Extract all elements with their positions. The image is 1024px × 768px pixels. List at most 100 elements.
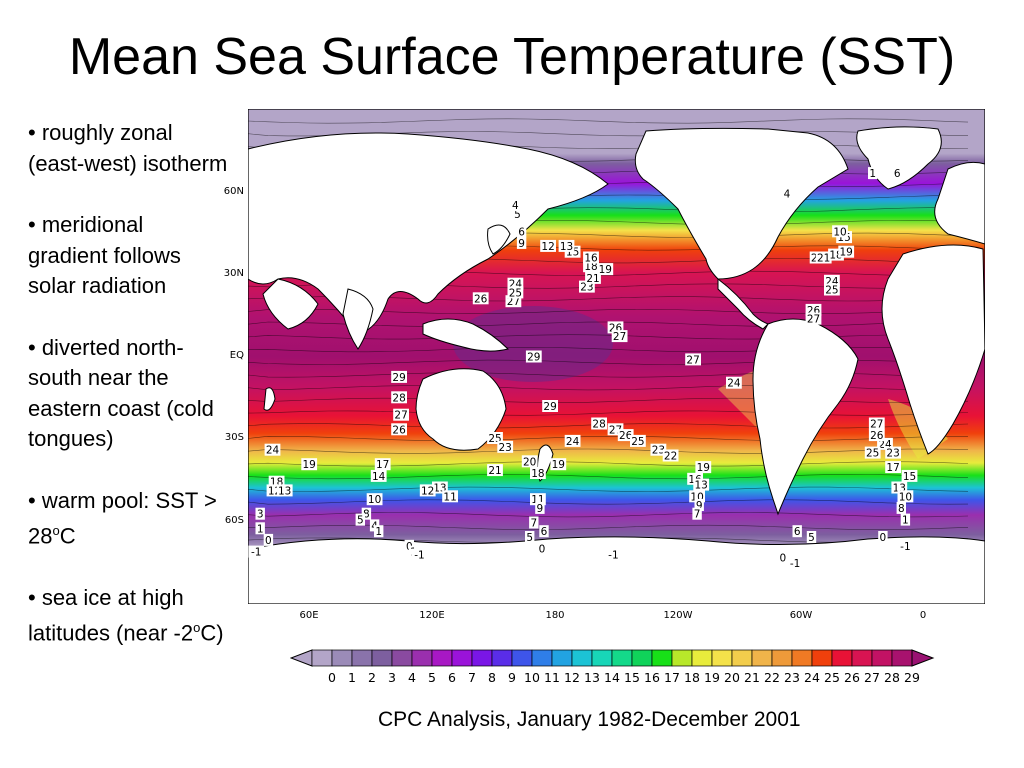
contour-value-label: 6 [894,168,901,180]
contour-label-box [892,167,902,180]
contour-value-label: 19 [697,462,710,474]
colorbar-segment [471,649,493,667]
contour-label-box [525,531,535,543]
colorbar-segment [731,649,753,667]
contour-value-label: 26 [870,430,884,442]
contour-value-label: 5 [357,515,364,527]
contour-label-box [255,507,265,520]
contour-label-box [805,312,822,325]
contour-value-label: 25 [866,448,879,460]
bullet-warm-pool: • warm pool: SST > 28oC [28,486,228,552]
contour-label-box [535,501,545,514]
contour-value-label: 18 [584,261,597,273]
contour-label-box [897,490,914,503]
contour-value-label: 13 [560,241,573,253]
contour-value-label: 23 [886,448,899,460]
lat-label-30s: 30S [224,432,244,443]
contour-value-label: 23 [499,442,512,454]
contour-label-box [806,531,817,543]
contour-label-box [693,478,710,491]
colorbar-segment [311,649,333,667]
colorbar-segment [811,649,833,667]
colorbar-segment [891,649,913,667]
contour-value-label: 3 [257,509,264,521]
india [342,288,374,350]
contour-label-box [726,376,742,389]
contour-label-box [525,350,542,363]
colorbar-segment [831,649,853,667]
contour-value-label: 9 [696,500,703,512]
contour-value-label: 10 [368,494,381,506]
colorbar-tick-label: 21 [744,670,760,685]
contour-value-label: 12 [541,241,554,253]
contour-value-label: 4 [784,188,791,200]
bullet-zonal-isotherm: • roughly zonal (east-west) isotherm [28,120,228,176]
colorbar-segment [771,649,793,667]
contour-label-box [611,330,628,343]
lat-label-eq: EQ [229,350,244,361]
colorbar-tick-label: 4 [408,670,416,685]
contour-label-box [497,440,514,453]
bullet-meridional-gradient: • meridional gradient follows solar radi… [28,212,181,298]
contour-label-box [685,353,701,366]
colorbar-segment [351,649,373,667]
colorbar-tick-label: 15 [624,670,640,685]
contour-label-box [792,525,802,538]
colorbar-tick-label: 19 [704,670,720,685]
colorbar-tick-label: 20 [724,670,740,685]
contour-value-label: 24 [266,445,280,457]
degree-superscript: o [193,620,201,636]
isotherm-line [248,486,969,492]
colorbar-tick-label: 26 [844,670,860,685]
contour-label-box [540,239,556,252]
europe [934,161,985,245]
lon-label-0: 0 [919,610,927,621]
contour-value-label: 10 [899,491,912,503]
source-caption: CPC Analysis, January 1982-December 2001 [378,708,801,731]
contour-value-label: 27 [870,419,883,431]
contour-value-label: 11 [443,491,456,503]
bullet-sea-ice-text: • sea ice at high latitudes (near -2 [28,584,194,646]
colorbar-tick-label: 22 [764,670,780,685]
colorbar-tick-label: 9 [508,670,516,685]
bullet-warm-pool-text: • warm pool: SST > 28 [28,487,217,549]
contour-label-box [391,423,407,436]
contour-value-label: 1 [257,523,264,535]
contour-value-label: 25 [509,287,522,299]
colorbar-tick-label: 11 [544,670,560,685]
contour-label-box [832,225,848,238]
lon-label-180: 180 [545,610,565,621]
colorbar-segment [671,649,693,667]
contour-label-box [558,239,575,252]
contour-label-box [617,429,634,442]
contour-label-box [248,545,265,558]
contour-label-box [530,467,546,479]
contour-label-box [507,286,524,299]
colorbar-tick-label: 2 [368,670,376,685]
contour-value-label: 9 [518,238,525,250]
isotherm-line [248,334,969,340]
contour-label-box [900,513,911,526]
bullet-sea-ice: • sea ice at high latitudes (near -2oC) [28,583,228,649]
isotherm-line [248,118,969,124]
colorbar-segment [611,649,633,667]
land-masses [248,126,985,604]
contour-label-box [564,434,581,447]
degree-superscript: o [52,523,60,538]
contour-label-box [487,464,503,477]
contour-value-label: 6 [794,526,801,538]
contour-value-label: 1 [375,526,382,538]
contour-label-box [597,263,614,276]
contour-value-label: 5 [526,532,533,544]
contour-label-box [255,522,265,535]
contour-label-box [864,446,881,459]
contour-label-box [782,187,792,200]
isotherm-line [248,448,969,454]
africa [881,244,985,455]
contour-label-box [885,446,901,459]
lat-label-60s: 60S [224,515,244,526]
contour-value-label: 13 [695,480,708,492]
eurasia [248,132,609,335]
colorbar-tick-label: 14 [604,670,620,685]
